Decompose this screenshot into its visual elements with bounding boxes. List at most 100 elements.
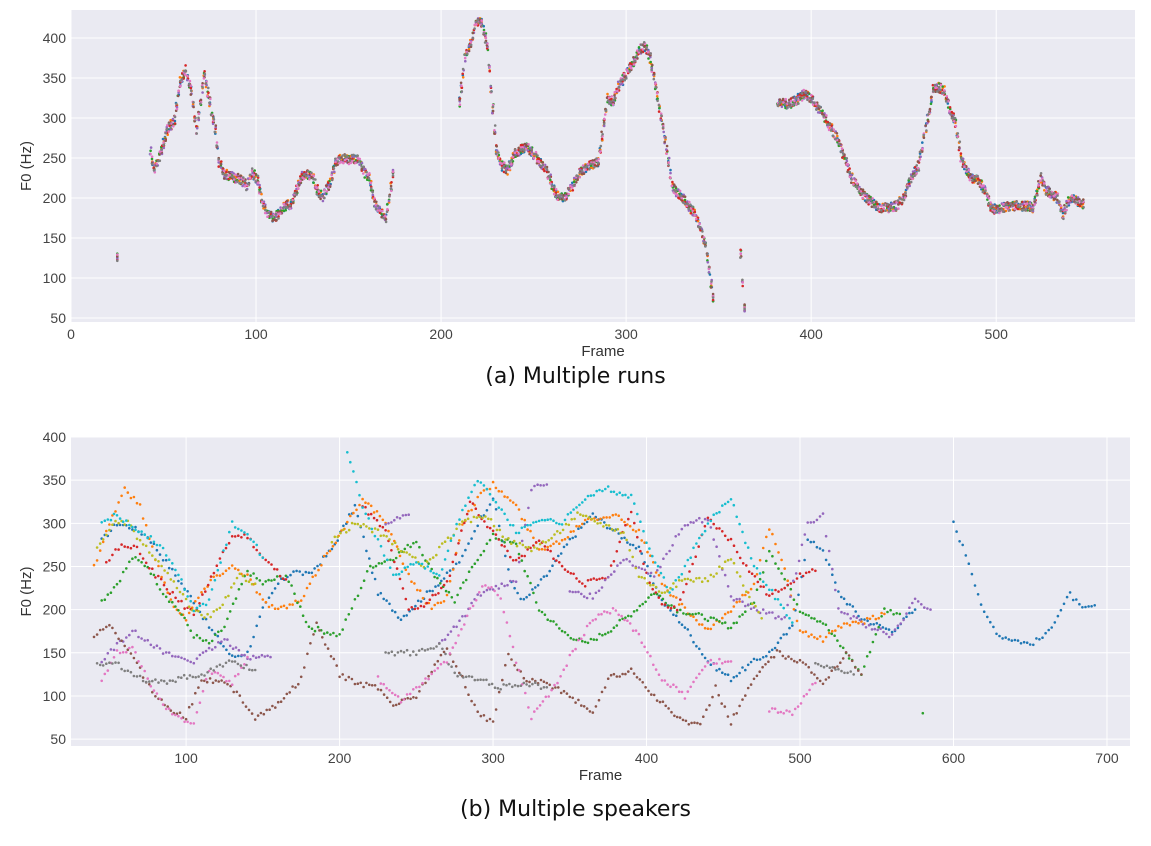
data-point-s0 bbox=[571, 536, 574, 540]
data-point-s0 bbox=[584, 170, 588, 173]
data-point-s2 bbox=[534, 601, 538, 604]
data-point-s6 bbox=[475, 23, 478, 26]
data-point-s2 bbox=[374, 564, 378, 568]
data-point-s2 bbox=[353, 598, 357, 601]
data-point-s7 bbox=[179, 79, 182, 83]
data-point-s5 bbox=[808, 100, 811, 103]
data-point-s4 bbox=[919, 155, 922, 158]
data-point-s2 bbox=[482, 549, 486, 553]
data-point-s0 bbox=[500, 169, 504, 172]
data-point-s6 bbox=[553, 683, 556, 687]
data-point-s2 bbox=[656, 97, 659, 100]
data-point-s3 bbox=[657, 596, 661, 599]
data-point-s2 bbox=[801, 611, 805, 615]
data-point-s3 bbox=[690, 212, 693, 215]
data-point-s4 bbox=[777, 615, 780, 618]
data-point-s3 bbox=[514, 558, 518, 562]
data-point-s6 bbox=[488, 65, 491, 69]
data-point-s0 bbox=[634, 547, 638, 550]
data-point-s2 bbox=[459, 586, 462, 590]
data-point-s5 bbox=[810, 671, 813, 674]
data-point-s7 bbox=[456, 674, 459, 678]
data-point-s5 bbox=[464, 685, 467, 689]
data-point-s5 bbox=[485, 719, 489, 723]
data-point-s0 bbox=[210, 628, 214, 632]
data-point-s4 bbox=[464, 59, 467, 63]
data-point-s4 bbox=[616, 80, 620, 84]
data-point-s2 bbox=[436, 576, 439, 580]
data-point-s4 bbox=[549, 173, 552, 176]
data-point-s4 bbox=[164, 651, 168, 654]
data-point-s7 bbox=[203, 72, 207, 76]
data-point-s7 bbox=[215, 665, 219, 668]
data-point-s4 bbox=[582, 595, 586, 598]
data-point-s0 bbox=[504, 554, 507, 558]
data-point-s6 bbox=[167, 707, 171, 710]
data-point-s4 bbox=[774, 616, 777, 620]
data-point-s0 bbox=[749, 660, 753, 664]
data-point-s4 bbox=[789, 595, 792, 598]
data-point-s6 bbox=[565, 664, 568, 667]
data-point-s4 bbox=[743, 309, 746, 313]
data-point-s2 bbox=[735, 621, 738, 624]
data-point-s4 bbox=[162, 146, 166, 150]
data-point-s7 bbox=[839, 150, 843, 154]
data-point-s5 bbox=[262, 712, 266, 716]
data-point-s8 bbox=[144, 544, 148, 548]
data-point-s0 bbox=[434, 585, 437, 588]
data-point-s7 bbox=[217, 158, 220, 161]
data-point-s7 bbox=[1074, 201, 1077, 204]
data-point-s1 bbox=[163, 581, 166, 584]
data-point-s4 bbox=[911, 601, 914, 605]
data-point-s2 bbox=[322, 632, 326, 635]
data-point-s6 bbox=[550, 688, 553, 692]
data-point-s7 bbox=[177, 675, 180, 679]
data-point-s3 bbox=[407, 608, 411, 611]
data-point-s6 bbox=[582, 633, 586, 637]
data-point-s5 bbox=[635, 676, 639, 679]
data-point-s4 bbox=[174, 655, 177, 658]
data-point-s6 bbox=[468, 607, 472, 610]
data-point-s7 bbox=[282, 206, 285, 210]
data-point-s5 bbox=[445, 647, 449, 650]
data-point-s0 bbox=[534, 586, 537, 589]
data-point-s7 bbox=[444, 652, 447, 656]
data-point-s2 bbox=[220, 629, 223, 633]
data-point-s6 bbox=[695, 217, 698, 221]
data-point-s3 bbox=[669, 606, 673, 610]
data-point-s2 bbox=[319, 189, 323, 193]
data-point-s6 bbox=[1059, 204, 1063, 208]
data-point-s3 bbox=[783, 586, 786, 590]
data-point-s3 bbox=[660, 602, 664, 606]
data-point-s2 bbox=[503, 541, 506, 544]
data-point-s4 bbox=[674, 535, 677, 538]
data-point-s4 bbox=[390, 521, 393, 524]
data-point-s1 bbox=[655, 95, 659, 98]
data-point-s2 bbox=[709, 616, 713, 619]
data-point-s7 bbox=[126, 669, 130, 672]
data-point-s4 bbox=[707, 271, 711, 274]
caption-a: (a) Multiple runs bbox=[485, 364, 666, 389]
data-point-s6 bbox=[1073, 196, 1076, 199]
data-point-s1 bbox=[581, 522, 584, 526]
data-point-s5 bbox=[309, 642, 312, 645]
data-point-s6 bbox=[691, 209, 694, 213]
data-point-s0 bbox=[1016, 639, 1020, 642]
data-point-s3 bbox=[624, 523, 627, 527]
data-point-s5 bbox=[711, 695, 714, 699]
data-point-s5 bbox=[111, 626, 114, 630]
data-point-s5 bbox=[922, 136, 926, 139]
data-point-s6 bbox=[797, 98, 800, 102]
data-point-s5 bbox=[582, 172, 586, 175]
data-point-s4 bbox=[100, 660, 103, 664]
data-point-s7 bbox=[144, 680, 148, 684]
data-point-s5 bbox=[665, 144, 669, 148]
data-point-s1 bbox=[575, 524, 578, 528]
data-point-s3 bbox=[552, 557, 555, 560]
data-point-s8 bbox=[345, 531, 348, 534]
data-point-s7 bbox=[105, 662, 108, 665]
data-point-s1 bbox=[755, 573, 759, 576]
data-point-s1 bbox=[675, 596, 678, 599]
data-point-s6 bbox=[278, 212, 282, 215]
data-point-s2 bbox=[555, 623, 558, 626]
